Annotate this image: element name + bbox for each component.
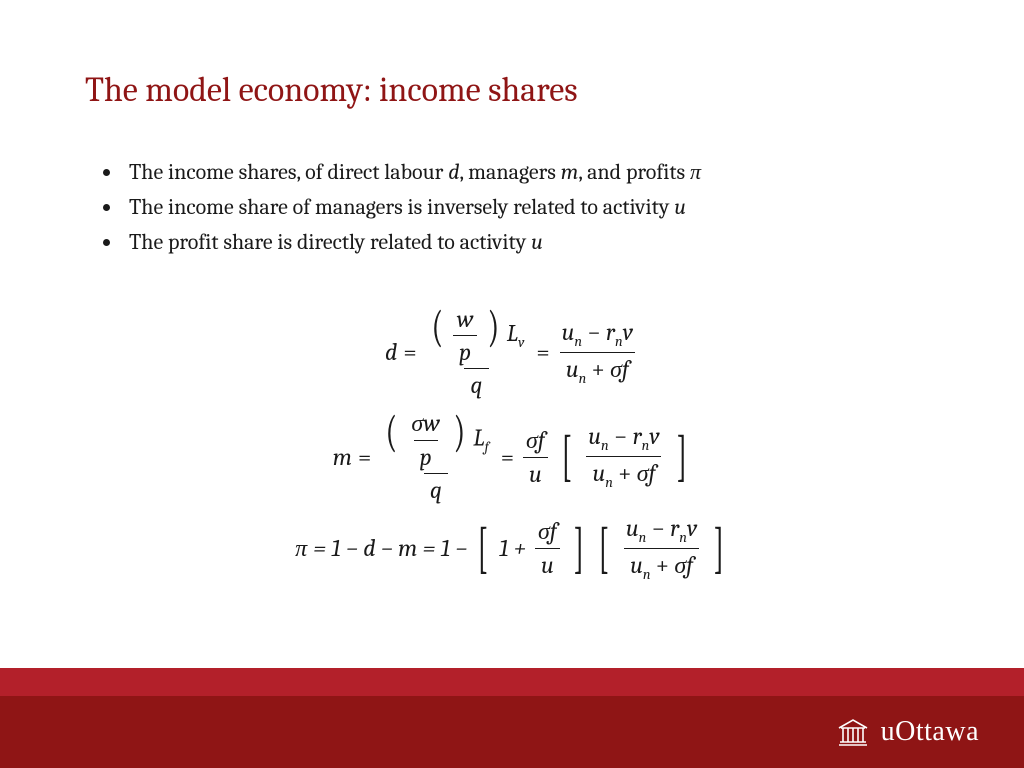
fraction: ( w p ) Lv q: [423, 305, 531, 399]
math-var: v: [623, 318, 633, 346]
footer-accent-bar: [0, 668, 1024, 696]
math-var: r: [633, 422, 642, 450]
fraction: σf u: [520, 426, 551, 488]
math-var: u: [566, 355, 579, 383]
math-sub: n: [601, 437, 609, 454]
math-num: σw: [405, 409, 446, 440]
math-den: p: [453, 335, 477, 366]
math-den: q: [424, 473, 448, 504]
lbracket-icon: [: [599, 526, 610, 571]
math-sub: n: [615, 333, 623, 350]
math-sub: n: [605, 474, 613, 491]
bullet-item: The profit share is directly related to …: [123, 225, 701, 260]
equals-sign: =: [501, 443, 514, 471]
math-var: u: [592, 459, 605, 487]
math-var: v: [649, 422, 659, 450]
math-var: σf: [674, 551, 693, 579]
lbracket-icon: [: [561, 434, 572, 479]
math-var: m: [561, 159, 579, 185]
math-op: −: [609, 422, 633, 450]
math-den: u: [523, 457, 548, 488]
inner-fraction: w p: [451, 305, 480, 366]
math-op: +: [586, 355, 610, 383]
math-var: L: [473, 424, 484, 452]
math-var: u: [588, 422, 601, 450]
fraction: σf u: [532, 517, 563, 579]
math-sub: n: [574, 333, 582, 350]
uottawa-logo-icon: [835, 714, 871, 750]
math-var: v: [687, 514, 697, 542]
math-var: u: [626, 514, 639, 542]
math-sub: n: [679, 529, 687, 546]
math-var: L: [507, 319, 518, 347]
equals-sign: =: [358, 443, 371, 471]
bullet-text: The income share of managers is inversel…: [129, 194, 674, 220]
math-num: σf: [532, 517, 563, 548]
equation-d: d = ( w p ) Lv q = un − rnv: [0, 305, 1024, 399]
lparen-icon: (: [431, 307, 443, 347]
math-den: q: [464, 368, 488, 399]
fraction: un − rnv un + σf: [620, 514, 703, 583]
math-var: u: [531, 229, 543, 255]
equation-pi: π = 1 − d − m = 1 − [ 1 + σf u ] [ un − …: [0, 514, 1024, 583]
rbracket-icon: ]: [714, 526, 725, 571]
slide-footer: uOttawa: [0, 668, 1024, 768]
slide: The model economy: income shares The inc…: [0, 0, 1024, 768]
equations-block: d = ( w p ) Lv q = un − rnv: [0, 295, 1024, 593]
bullet-text: The profit share is directly related to …: [129, 229, 531, 255]
math-num: σf: [520, 426, 551, 457]
math-var: π: [690, 159, 701, 185]
math-sub: v: [518, 334, 524, 351]
math-den: u: [535, 548, 560, 579]
bullet-list: The income shares, of direct labour d, m…: [95, 155, 701, 261]
rparen-icon: ): [487, 307, 499, 347]
math-sub: n: [643, 566, 651, 583]
math-var: r: [670, 514, 679, 542]
math-lhs: m: [333, 443, 352, 471]
math-sub: f: [485, 438, 489, 455]
math-var: u: [674, 194, 686, 220]
math-var: σf: [637, 459, 656, 487]
math-var: r: [606, 318, 615, 346]
bullet-text: , managers: [459, 159, 560, 185]
math-op: +: [651, 551, 675, 579]
bullet-text: , and profits: [578, 159, 690, 185]
rparen-icon: ): [454, 412, 466, 452]
lbracket-icon: [: [478, 526, 489, 571]
fraction: un − rnv un + σf: [556, 318, 639, 387]
rbracket-icon: ]: [573, 526, 584, 571]
institution-name: uOttawa: [881, 716, 979, 748]
math-op: +: [613, 459, 637, 487]
math-lhs: d: [385, 338, 397, 366]
math-num: w: [451, 305, 480, 335]
fraction: ( σw p ) Lf q: [377, 409, 494, 504]
footer-main-bar: uOttawa: [0, 696, 1024, 768]
equals-sign: =: [536, 338, 549, 366]
inner-fraction: σw p: [405, 409, 446, 471]
rbracket-icon: ]: [676, 434, 687, 479]
math-expr: = 1 − d − m = 1 −: [313, 534, 467, 562]
math-op: −: [646, 514, 670, 542]
math-op: −: [582, 318, 606, 346]
slide-title: The model economy: income shares: [85, 70, 578, 110]
bullet-item: The income share of managers is inversel…: [123, 190, 701, 225]
math-var: u: [562, 318, 575, 346]
math-lhs: π: [295, 534, 307, 563]
bullet-item: The income shares, of direct labour d, m…: [123, 155, 701, 190]
lparen-icon: (: [386, 412, 398, 452]
math-expr: 1 +: [499, 534, 526, 562]
equation-m: m = ( σw p ) Lf q = σf u [: [0, 409, 1024, 504]
math-den: p: [414, 440, 438, 471]
bullet-text: The income shares, of direct labour: [129, 159, 448, 185]
math-var: σf: [610, 355, 629, 383]
equals-sign: =: [403, 338, 416, 366]
math-var: u: [630, 551, 643, 579]
math-var: d: [448, 159, 459, 185]
fraction: un − rnv un + σf: [582, 422, 665, 491]
